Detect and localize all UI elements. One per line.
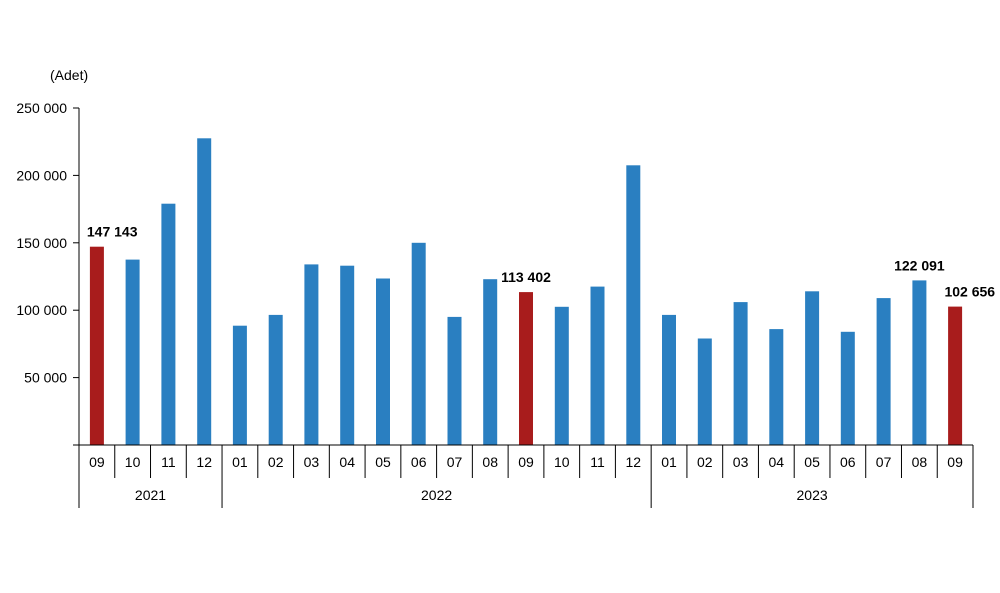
bar-4 — [232, 325, 247, 445]
data-labels: 147 143 113 402 122 091 102 656 — [87, 224, 995, 300]
bar-2 — [161, 203, 176, 445]
x-tick-label: 06 — [840, 454, 856, 470]
bar-18 — [733, 302, 748, 445]
bar-19 — [769, 329, 784, 445]
year-label-2022: 2022 — [421, 487, 452, 503]
y-tick-label: 100 000 — [16, 302, 67, 318]
bar-8 — [376, 278, 390, 445]
x-tick-label: 12 — [196, 454, 212, 470]
y-axis: 50 000 100 000 150 000 200 000 250 000 — [16, 100, 80, 446]
y-tick-label: 200 000 — [16, 167, 67, 183]
bar-17 — [697, 338, 712, 445]
x-tick-label: 06 — [411, 454, 427, 470]
y-tick-label: 50 000 — [24, 370, 67, 386]
y-unit-label: (Adet) — [50, 67, 88, 83]
x-tick-label: 12 — [626, 454, 642, 470]
data-label-24: 102 656 — [944, 284, 995, 300]
x-tick-label: 04 — [339, 454, 355, 470]
x-tick-label: 10 — [125, 454, 141, 470]
x-tick-label: 03 — [733, 454, 749, 470]
bar-10 — [447, 316, 462, 445]
bar-16 — [662, 314, 676, 445]
x-axis: 09 10 11 12 01 02 03 04 05 06 07 08 09 10 11 12 01 02 03 04… — [78, 444, 974, 508]
data-label-23: 122 091 — [894, 257, 945, 273]
x-tick-label: 05 — [375, 454, 391, 470]
x-tick-label: 07 — [876, 454, 892, 470]
year-label-2021: 2021 — [135, 487, 166, 503]
x-tick-label: 01 — [232, 454, 248, 470]
x-tick-label: 02 — [268, 454, 284, 470]
bar-1 — [125, 259, 140, 445]
bar-3 — [197, 138, 212, 446]
x-tick-label: 09 — [947, 454, 963, 470]
x-tick-label: 11 — [161, 454, 176, 470]
bar-13 — [554, 306, 569, 445]
x-tick-label: 01 — [661, 454, 677, 470]
bar-15 — [626, 165, 641, 446]
x-tick-label: 08 — [912, 454, 928, 470]
bar-0 — [89, 246, 104, 445]
bar-7 — [340, 265, 355, 445]
bar-9 — [411, 242, 426, 445]
bar-20 — [805, 291, 820, 445]
x-tick-label: 07 — [447, 454, 463, 470]
bars — [89, 138, 963, 446]
y-tick-label: 250 000 — [16, 100, 67, 116]
bar-23 — [912, 280, 927, 445]
x-tick-label: 09 — [518, 454, 534, 470]
bar-24 — [948, 306, 963, 445]
x-tick-label: 02 — [697, 454, 713, 470]
bar-14 — [590, 286, 605, 445]
year-label-2023: 2023 — [797, 487, 828, 503]
bar-21 — [840, 331, 855, 445]
x-tick-label: 04 — [769, 454, 785, 470]
x-tick-label: 10 — [554, 454, 570, 470]
bar-22 — [876, 298, 891, 445]
y-tick-label: 150 000 — [16, 235, 67, 251]
x-tick-label: 03 — [304, 454, 320, 470]
x-tick-label: 09 — [89, 454, 105, 470]
bar-6 — [304, 264, 319, 445]
x-tick-label: 08 — [482, 454, 498, 470]
bar-12 — [519, 292, 533, 445]
bar-5 — [268, 314, 283, 445]
x-tick-label: 11 — [590, 454, 605, 470]
bar-11 — [483, 279, 498, 445]
x-tick-label: 05 — [804, 454, 820, 470]
data-label-12: 113 402 — [501, 269, 551, 285]
data-label-0: 147 143 — [87, 224, 138, 240]
